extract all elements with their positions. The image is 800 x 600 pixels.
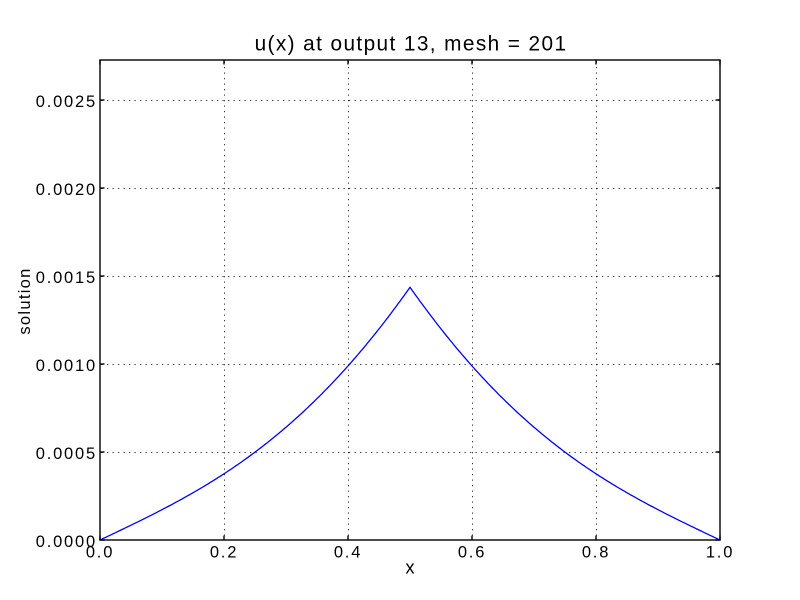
svg-text:0.6: 0.6 <box>458 543 486 561</box>
svg-text:0.4: 0.4 <box>334 543 362 561</box>
svg-text:u(x) at output 13, mesh = 201: u(x) at output 13, mesh = 201 <box>255 32 568 55</box>
svg-text:0.0015: 0.0015 <box>36 269 97 287</box>
svg-text:0.0000: 0.0000 <box>36 533 97 551</box>
svg-text:0.2: 0.2 <box>210 543 238 561</box>
svg-text:0.0010: 0.0010 <box>36 357 97 375</box>
svg-text:0.0005: 0.0005 <box>36 445 97 463</box>
svg-text:1.0: 1.0 <box>706 543 734 561</box>
svg-text:0.0025: 0.0025 <box>36 93 97 111</box>
svg-text:x: x <box>406 557 415 577</box>
svg-text:0.0: 0.0 <box>86 543 114 561</box>
svg-text:0.8: 0.8 <box>582 543 610 561</box>
svg-text:solution: solution <box>16 267 34 334</box>
svg-text:0.0020: 0.0020 <box>36 181 97 199</box>
